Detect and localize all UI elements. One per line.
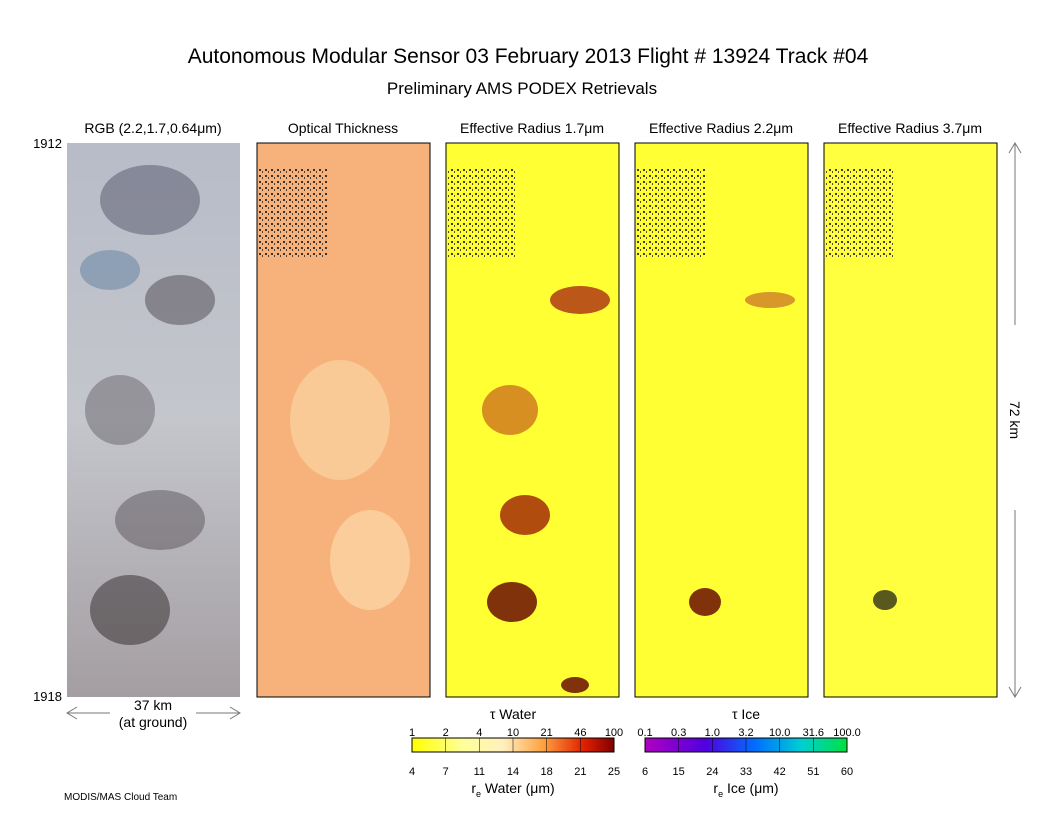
bottom-tick-label: 33 bbox=[740, 766, 752, 778]
top-tick-label: 2 bbox=[443, 727, 449, 739]
top-tick-label: 1 bbox=[409, 727, 415, 739]
bottom-tick-label: 14 bbox=[507, 766, 519, 778]
scan-end: 1918 bbox=[33, 689, 62, 704]
panel-optical-thickness bbox=[256, 142, 431, 698]
panel-label: RGB (2.2,1.7,0.64μm) bbox=[84, 120, 221, 136]
bottom-tick-label: 21 bbox=[574, 766, 586, 778]
bottom-tick-label: 15 bbox=[673, 766, 685, 778]
colorbar-label: re Ice (μm) bbox=[713, 780, 778, 799]
panel-re-1.7 bbox=[445, 142, 620, 698]
bottom-tick-label: 4 bbox=[409, 766, 415, 778]
panel-label: Effective Radius 1.7μm bbox=[460, 120, 604, 136]
panel-label: Optical Thickness bbox=[288, 120, 398, 136]
width-label: 37 km bbox=[134, 697, 172, 713]
subtitle: Preliminary AMS PODEX Retrievals bbox=[387, 79, 657, 98]
top-tick-label: 10 bbox=[507, 727, 519, 739]
bottom-tick-label: 42 bbox=[774, 766, 786, 778]
panel-label: Effective Radius 2.2μm bbox=[649, 120, 793, 136]
top-tick-label: 100.0 bbox=[833, 727, 861, 739]
top-tick-label: 10.0 bbox=[769, 727, 790, 739]
bottom-tick-label: 60 bbox=[841, 766, 853, 778]
top-tick-label: 4 bbox=[476, 727, 482, 739]
width-note: (at ground) bbox=[119, 714, 187, 730]
bottom-tick-label: 18 bbox=[541, 766, 553, 778]
panel-re-2.2 bbox=[634, 142, 809, 698]
title: Autonomous Modular Sensor 03 February 20… bbox=[188, 45, 869, 68]
panel-rgb bbox=[67, 143, 240, 697]
bottom-tick-label: 25 bbox=[608, 766, 620, 778]
label-text: Ice (μm) bbox=[723, 780, 779, 796]
length-label: 72 km bbox=[1007, 401, 1023, 439]
bottom-tick-label: 24 bbox=[706, 766, 718, 778]
label-text: Water (μm) bbox=[481, 780, 555, 796]
top-tick-label: 3.2 bbox=[738, 727, 753, 739]
subscript: e bbox=[718, 789, 723, 799]
top-tick-label: 46 bbox=[574, 727, 586, 739]
panel-re-3.7 bbox=[823, 142, 998, 698]
bottom-tick-label: 7 bbox=[443, 766, 449, 778]
top-tick-label: 31.6 bbox=[803, 727, 824, 739]
panel-label: Effective Radius 3.7μm bbox=[838, 120, 982, 136]
subscript: e bbox=[476, 789, 481, 799]
length-arrow bbox=[1008, 142, 1022, 698]
top-tick-label: 0.1 bbox=[637, 727, 652, 739]
colorbar-label: re Water (μm) bbox=[471, 780, 554, 799]
top-tick-label: 1.0 bbox=[705, 727, 720, 739]
bottom-tick-label: 11 bbox=[474, 766, 485, 778]
credit: MODIS/MAS Cloud Team bbox=[64, 792, 177, 803]
top-tick-label: 100 bbox=[605, 727, 623, 739]
scan-start: 1912 bbox=[33, 136, 62, 151]
bottom-tick-label: 51 bbox=[807, 766, 819, 778]
colorbar-title: τ Water bbox=[490, 706, 537, 722]
width-arrow bbox=[66, 706, 241, 720]
symbol: r bbox=[471, 780, 476, 796]
bottom-tick-label: 6 bbox=[642, 766, 648, 778]
colorbar-title: τ Ice bbox=[732, 706, 760, 722]
top-tick-label: 21 bbox=[541, 727, 553, 739]
symbol: r bbox=[713, 780, 718, 796]
top-tick-label: 0.3 bbox=[671, 727, 686, 739]
